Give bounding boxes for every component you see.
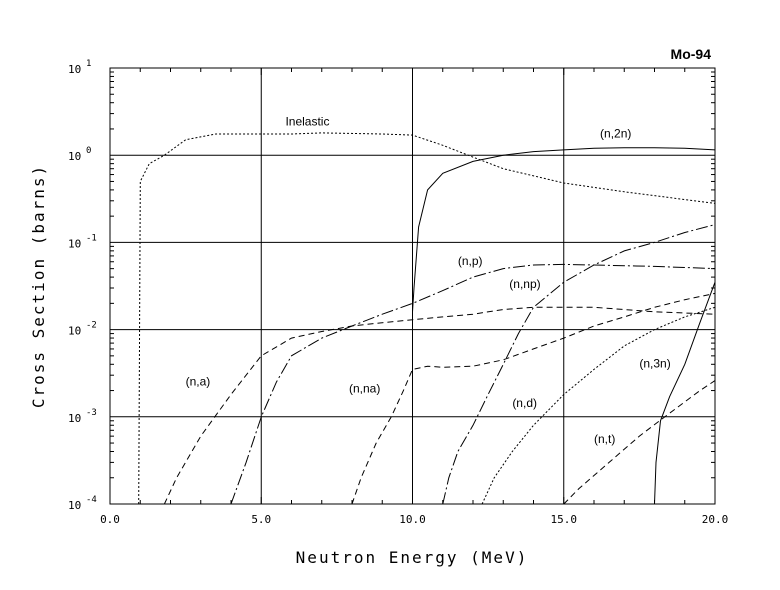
series-line xyxy=(481,306,716,505)
series-line xyxy=(654,282,716,505)
x-axis-title: Neutron Energy (MeV) xyxy=(296,548,529,567)
series-label: (n,p) xyxy=(458,254,483,268)
y-tick-label: 10 -3 xyxy=(68,408,97,425)
series-line xyxy=(412,147,716,312)
series-line xyxy=(563,380,716,505)
grid-lines xyxy=(110,68,715,504)
series-group xyxy=(138,132,716,505)
series-line xyxy=(163,306,716,505)
series-line xyxy=(442,224,716,505)
y-tick-label: 10 -1 xyxy=(68,233,97,250)
series-label: (n,t) xyxy=(594,432,615,446)
series-label: (n,d) xyxy=(512,396,537,410)
y-tick-exponent: 1 xyxy=(86,59,91,69)
y-tick-label: 10 -4 xyxy=(68,495,97,512)
y-axis-title: Cross Section (barns) xyxy=(29,164,48,408)
x-tick-label: 10.0 xyxy=(399,513,426,526)
y-tick-labels: 10 1 10 0 10 -1 10 -2 10 -3 10 -4 xyxy=(68,59,97,512)
y-tick-base: 10 xyxy=(68,150,81,163)
series-label: Inelastic xyxy=(285,114,329,128)
y-tick-base: 10 xyxy=(68,237,81,250)
y-tick-label: 10 -2 xyxy=(68,321,97,338)
x-tick-label: 5.0 xyxy=(251,513,271,526)
series-line xyxy=(230,263,716,505)
series-line xyxy=(138,132,716,505)
y-tick-base: 10 xyxy=(68,499,81,512)
y-tick-exponent: 0 xyxy=(86,146,91,156)
series-label: (n,3n) xyxy=(639,356,670,370)
x-tick-labels: 0.0 5.0 10.0 15.0 20.0 xyxy=(100,513,728,526)
series-label: (n,a) xyxy=(186,374,211,388)
x-tick-label: 0.0 xyxy=(100,513,120,526)
y-tick-base: 10 xyxy=(68,63,81,76)
y-tick-base: 10 xyxy=(68,325,81,338)
y-tick-base: 10 xyxy=(68,412,81,425)
series-labels: Inelastic (n,2n) (n,p) (n,a) (n,np) (n,na) (n,… xyxy=(186,114,671,446)
series-label: (n,np) xyxy=(509,277,540,291)
y-tick-exponent: -3 xyxy=(86,408,97,418)
minor-ticks xyxy=(109,68,716,504)
chart-title: Mo-94 xyxy=(671,46,712,62)
series-line xyxy=(351,292,716,505)
y-tick-label: 10 1 xyxy=(68,59,91,76)
series-label: (n,2n) xyxy=(600,126,631,140)
y-tick-exponent: -4 xyxy=(86,495,97,505)
x-tick-label: 15.0 xyxy=(551,513,578,526)
y-tick-exponent: -1 xyxy=(86,233,97,243)
y-tick-exponent: -2 xyxy=(86,321,97,331)
x-tick-label: 20.0 xyxy=(702,513,729,526)
series-label: (n,na) xyxy=(349,381,380,395)
y-tick-label: 10 0 xyxy=(68,146,91,163)
